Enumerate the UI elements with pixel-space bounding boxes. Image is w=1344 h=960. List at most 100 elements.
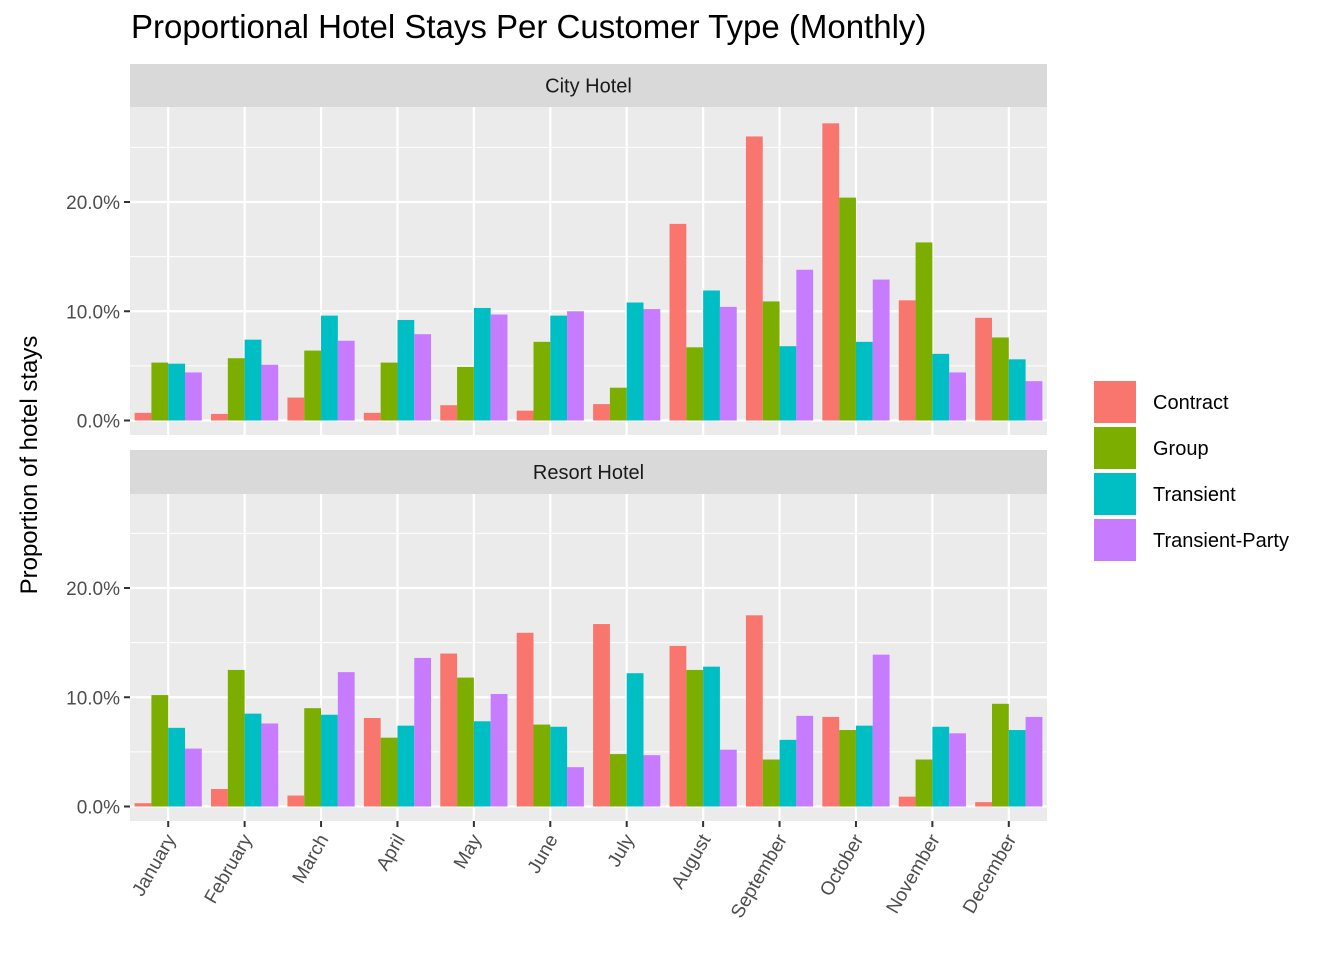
bar-city-hotel-contract-october <box>822 123 840 421</box>
bar-city-hotel-transient-october <box>855 341 873 421</box>
bar-city-hotel-transient-november <box>932 353 950 421</box>
bar-city-hotel-transient-march <box>321 315 338 421</box>
bar-city-hotel-contract-may <box>440 405 458 421</box>
bar-city-hotel-group-october <box>839 197 856 421</box>
y-axis-title: Proportion of hotel stays <box>16 336 43 595</box>
x-tick-label-march: March <box>289 831 334 887</box>
bar-city-hotel-group-june <box>533 341 551 421</box>
x-tick-label-january: January <box>129 831 181 900</box>
y-tick-label: 0.0% <box>77 798 120 819</box>
bar-city-hotel-group-january <box>151 362 169 421</box>
y-tick-label: 20.0% <box>66 193 120 214</box>
bar-city-hotel-transient-party-april <box>414 334 432 421</box>
bar-resort-hotel-transient-party-april <box>414 657 432 807</box>
bar-city-hotel-contract-april <box>363 412 381 421</box>
bar-resort-hotel-contract-april <box>363 718 381 807</box>
bar-city-hotel-transient-party-september <box>796 269 814 421</box>
bar-resort-hotel-contract-august <box>669 645 687 807</box>
facet-label-resort-hotel: Resort Hotel <box>533 462 644 484</box>
bar-resort-hotel-group-april <box>380 737 398 807</box>
y-tick-label: 10.0% <box>66 302 120 323</box>
x-tick-label-april: April <box>373 831 410 874</box>
bar-resort-hotel-transient-party-june <box>567 767 584 807</box>
x-tick-label-february: February <box>201 831 257 908</box>
bar-resort-hotel-group-may <box>457 677 474 807</box>
bar-resort-hotel-transient-december <box>1008 730 1026 807</box>
plot-panel-city-hotel <box>130 107 1047 435</box>
bar-resort-hotel-contract-november <box>898 796 916 807</box>
bar-city-hotel-group-february <box>227 358 245 421</box>
bar-resort-hotel-transient-party-september <box>796 715 814 807</box>
bar-resort-hotel-transient-party-may <box>490 693 508 807</box>
bar-city-hotel-transient-december <box>1008 359 1026 421</box>
bar-city-hotel-group-december <box>991 337 1009 421</box>
bar-city-hotel-group-april <box>380 362 398 421</box>
bar-resort-hotel-contract-september <box>745 615 763 807</box>
bar-resort-hotel-transient-april <box>397 725 415 807</box>
legend-key-group <box>1094 427 1136 469</box>
bar-city-hotel-transient-may <box>473 307 491 421</box>
bar-resort-hotel-transient-party-july <box>643 755 661 807</box>
bar-city-hotel-contract-august <box>669 223 687 421</box>
bar-resort-hotel-contract-january <box>134 803 152 807</box>
bar-city-hotel-contract-january <box>134 412 152 421</box>
bar-resort-hotel-contract-february <box>211 789 228 807</box>
bar-city-hotel-contract-july <box>593 404 610 421</box>
legend-label-transient: Transient <box>1153 484 1236 506</box>
facet-strip-city-hotel <box>130 64 1047 107</box>
x-tick-label-may: May <box>450 831 486 873</box>
bar-resort-hotel-transient-party-november <box>949 733 966 807</box>
bar-city-hotel-transient-january <box>168 363 186 421</box>
bar-resort-hotel-contract-june <box>516 632 534 807</box>
y-tick-label: 20.0% <box>66 579 120 600</box>
x-tick-label-december: December <box>959 830 1021 917</box>
legend-key-contract <box>1094 381 1136 423</box>
bar-city-hotel-transient-june <box>550 315 568 421</box>
bar-resort-hotel-transient-june <box>550 726 568 807</box>
bar-resort-hotel-transient-september <box>779 739 797 807</box>
x-tick-label-june: June <box>524 831 563 877</box>
bar-resort-hotel-transient-november <box>932 726 950 807</box>
bar-resort-hotel-group-january <box>151 695 169 807</box>
x-tick-label-november: November <box>883 830 945 917</box>
bar-resort-hotel-group-february <box>227 669 245 807</box>
bar-resort-hotel-transient-february <box>244 713 262 807</box>
x-tick-label-october: October <box>816 830 868 900</box>
bar-resort-hotel-contract-july <box>593 624 610 807</box>
y-tick-label: 0.0% <box>77 412 120 433</box>
x-tick-label-september: September <box>727 830 792 922</box>
bar-city-hotel-transient-party-march <box>337 340 355 421</box>
bar-resort-hotel-transient-august <box>703 666 720 807</box>
bar-resort-hotel-group-october <box>839 730 856 807</box>
bar-resort-hotel-transient-party-march <box>337 672 355 807</box>
bar-resort-hotel-contract-december <box>975 802 992 807</box>
bar-city-hotel-transient-party-may <box>490 314 508 421</box>
bar-resort-hotel-transient-party-august <box>719 749 737 807</box>
bar-resort-hotel-contract-march <box>287 795 305 807</box>
bar-resort-hotel-contract-may <box>440 653 458 807</box>
legend-key-transient-party <box>1094 519 1136 561</box>
bar-city-hotel-transient-party-december <box>1025 381 1043 421</box>
x-tick-label-august: August <box>668 830 716 892</box>
bar-city-hotel-transient-party-august <box>719 306 737 421</box>
legend-label-transient-party: Transient-Party <box>1153 530 1289 552</box>
bar-resort-hotel-group-august <box>686 669 704 807</box>
bar-city-hotel-group-november <box>915 242 933 421</box>
bar-resort-hotel-transient-party-december <box>1025 716 1043 807</box>
bar-resort-hotel-transient-party-january <box>185 748 202 807</box>
bar-city-hotel-group-march <box>304 350 322 421</box>
legend-key-transient <box>1094 473 1136 515</box>
facet-label-city-hotel: City Hotel <box>545 76 632 98</box>
bar-resort-hotel-group-september <box>762 759 780 807</box>
bar-city-hotel-group-july <box>609 387 627 421</box>
bar-city-hotel-contract-november <box>898 300 916 421</box>
chart-title: Proportional Hotel Stays Per Customer Ty… <box>131 8 927 45</box>
bar-city-hotel-group-august <box>686 347 704 421</box>
bar-city-hotel-transient-party-october <box>872 279 890 421</box>
bar-resort-hotel-group-march <box>304 708 322 807</box>
bar-city-hotel-contract-september <box>745 136 763 421</box>
bar-city-hotel-transient-party-june <box>567 311 584 421</box>
bar-city-hotel-transient-february <box>244 339 262 421</box>
bar-resort-hotel-transient-party-october <box>872 654 890 807</box>
